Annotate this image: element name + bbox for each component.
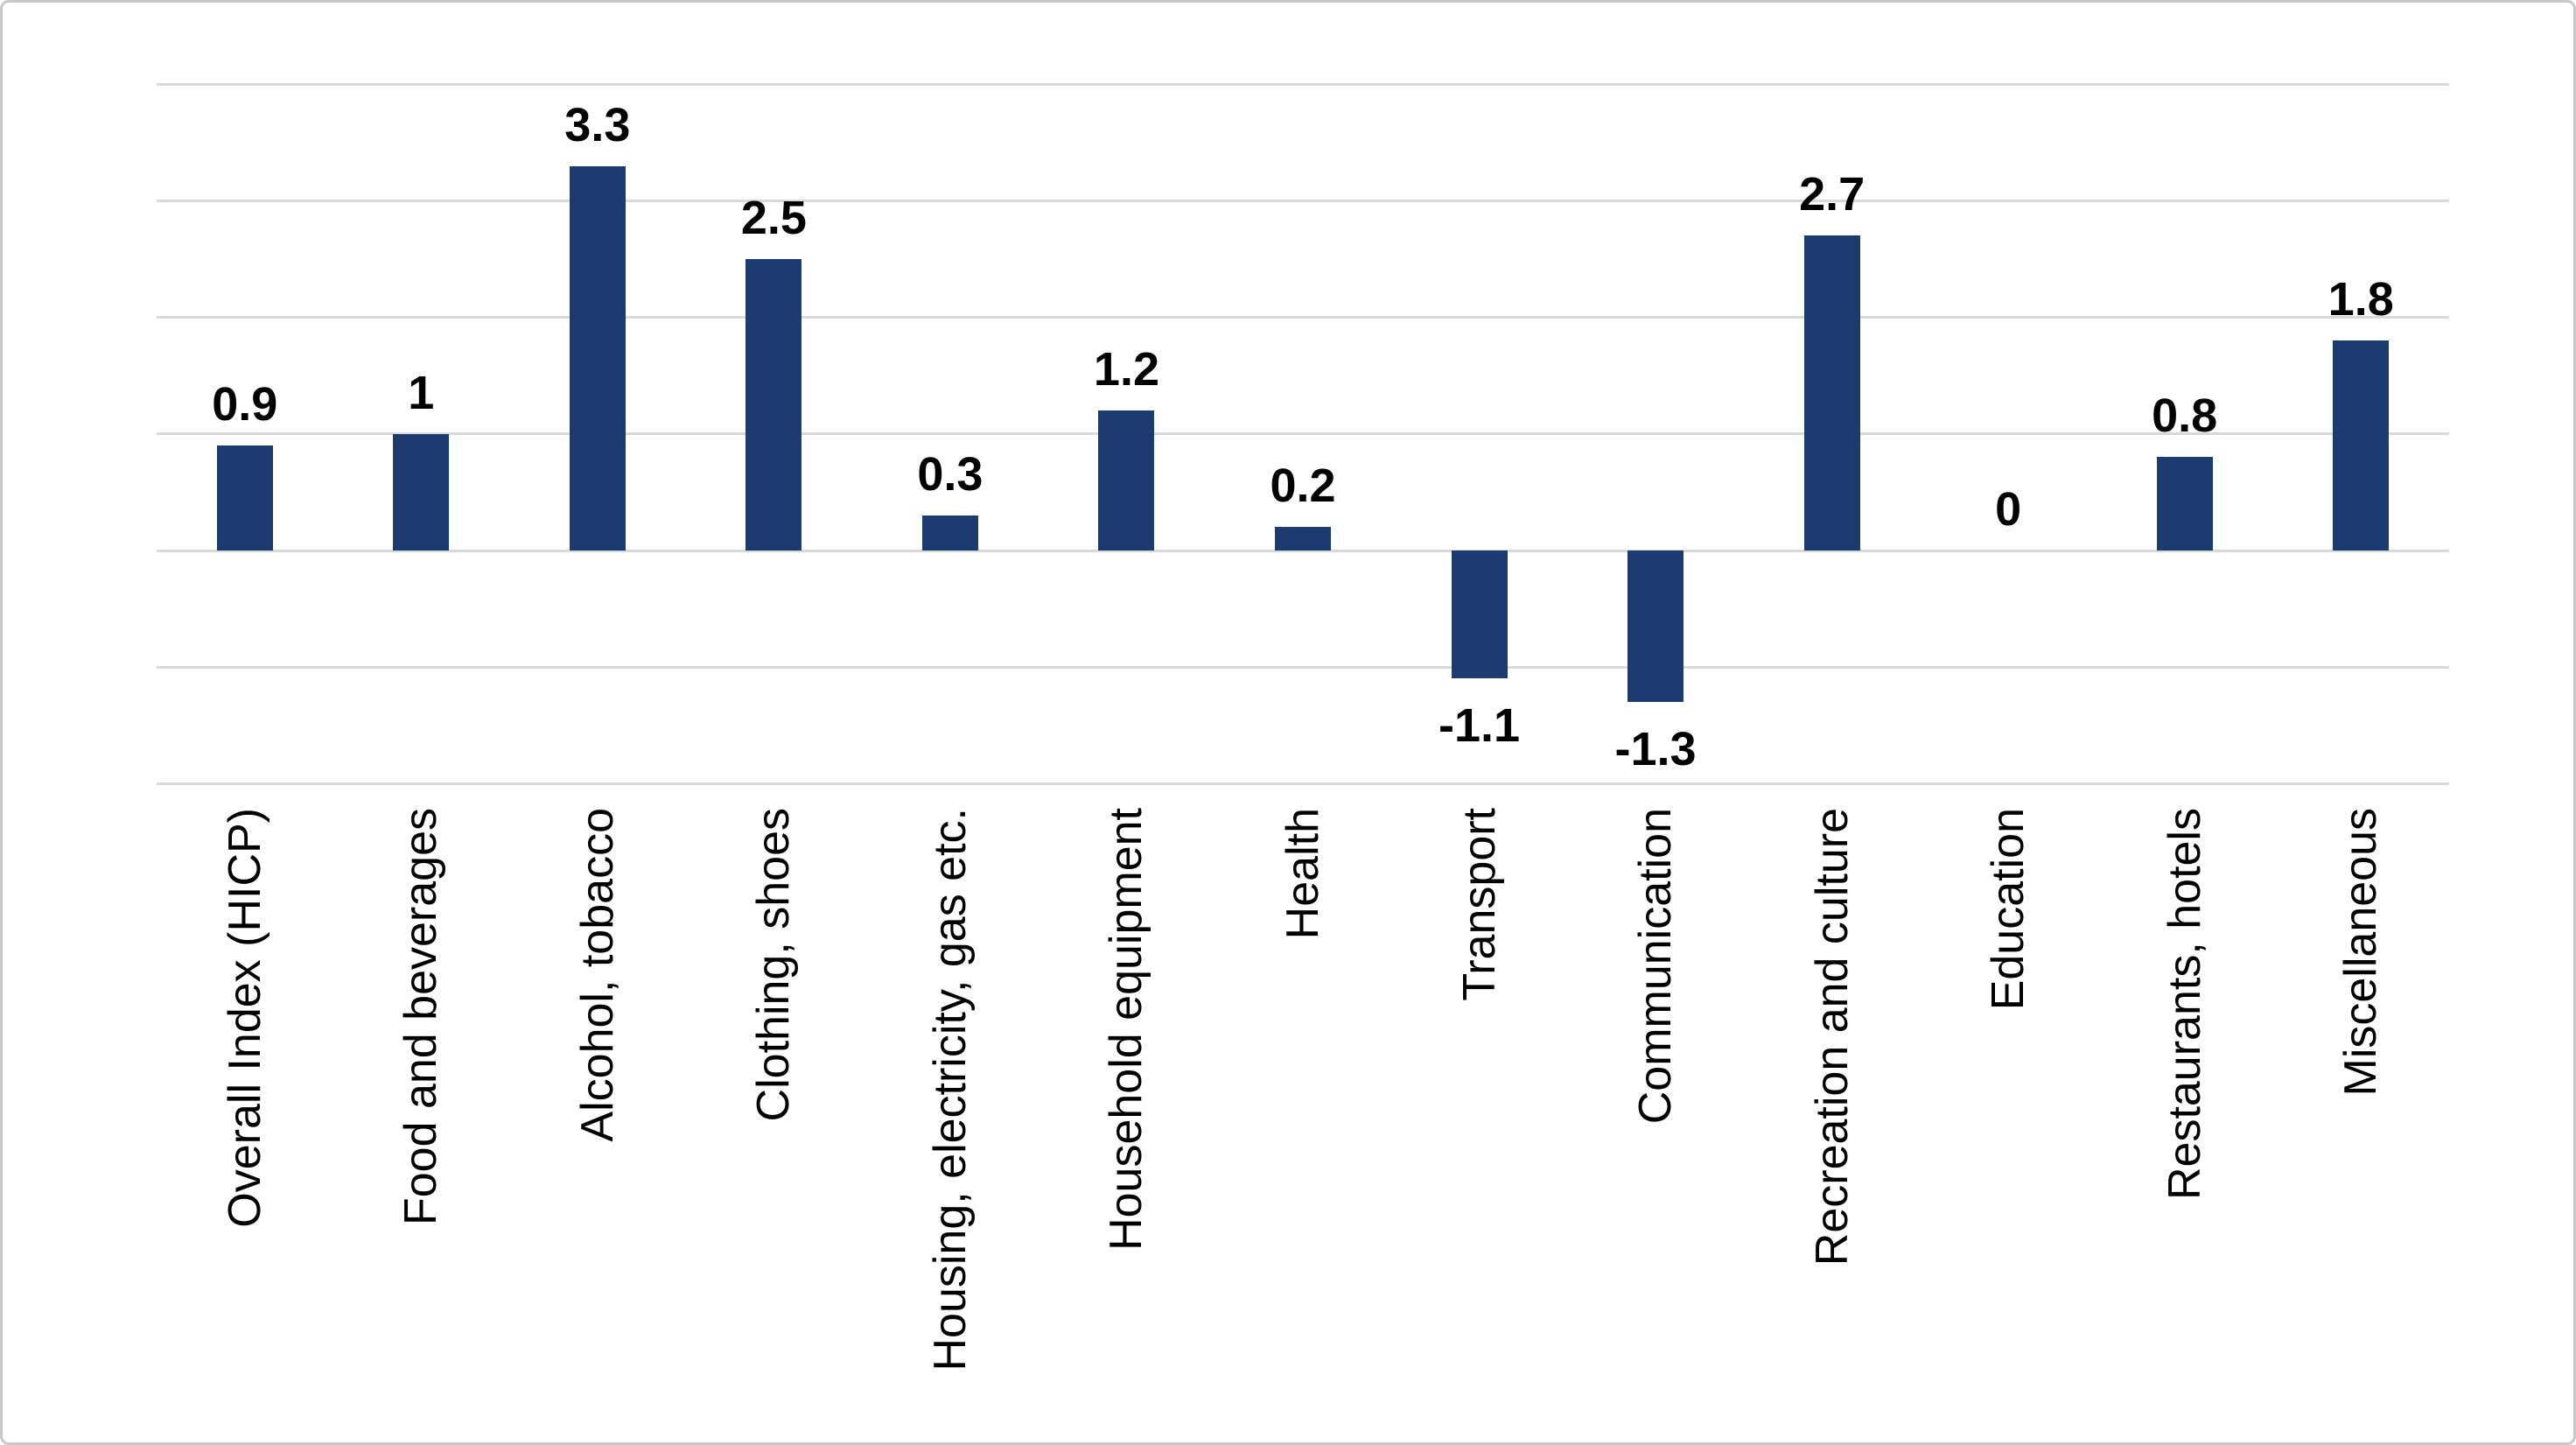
category-label: Clothing, shoes <box>748 808 800 1122</box>
bar <box>1098 410 1155 551</box>
bar <box>2333 340 2390 551</box>
category-label: Communication <box>1630 808 1682 1125</box>
value-label: 2.5 <box>740 192 807 245</box>
value-label: 0 <box>1995 483 2022 536</box>
bar <box>1803 235 1860 551</box>
bar <box>569 165 626 551</box>
category-label: Food and beverages <box>396 808 447 1226</box>
category-label: Housing, electricity, gas etc. <box>924 808 976 1371</box>
gridline <box>157 665 2449 669</box>
category-label: Overall Index (HICP) <box>219 808 270 1228</box>
value-label: 1.8 <box>2328 273 2394 326</box>
bar <box>1275 527 1331 551</box>
plot-area: 0.9 Overall Index (HICP) 1 Food and beverag… <box>3 3 2573 1442</box>
category-label: Restaurants, hotels <box>2159 808 2210 1201</box>
bar <box>393 433 450 551</box>
gridline <box>157 782 2449 785</box>
category-label: Alcohol, tobacco <box>571 808 623 1142</box>
bar <box>216 445 273 551</box>
value-label: -1.1 <box>1438 699 1521 753</box>
bar <box>1628 551 1684 703</box>
category-label: Health <box>1278 808 1328 940</box>
category-label: Recreation and culture <box>1806 808 1858 1266</box>
gridline <box>157 82 2449 86</box>
value-label: 1.2 <box>1093 343 1159 396</box>
value-label: 2.7 <box>1799 168 1866 221</box>
category-label: Education <box>1983 808 2034 1011</box>
value-label: 0.2 <box>1270 459 1336 513</box>
value-label: 3.3 <box>564 98 631 151</box>
value-label: -1.3 <box>1614 723 1697 776</box>
zero-gridline <box>157 549 2449 552</box>
bar <box>746 259 802 551</box>
category-label: Household equipment <box>1101 808 1152 1251</box>
bar <box>1451 551 1508 679</box>
category-label: Miscellaneous <box>2335 808 2387 1097</box>
value-label: 1 <box>408 366 435 419</box>
value-label: 0.3 <box>917 448 984 502</box>
bar <box>921 516 978 551</box>
gridline <box>157 432 2449 436</box>
bar <box>2156 457 2213 551</box>
gridline <box>157 316 2449 319</box>
gridline <box>157 199 2449 202</box>
category-label: Transport <box>1453 808 1505 1001</box>
value-label: 0.9 <box>212 378 278 431</box>
value-label: 0.8 <box>2152 389 2218 443</box>
